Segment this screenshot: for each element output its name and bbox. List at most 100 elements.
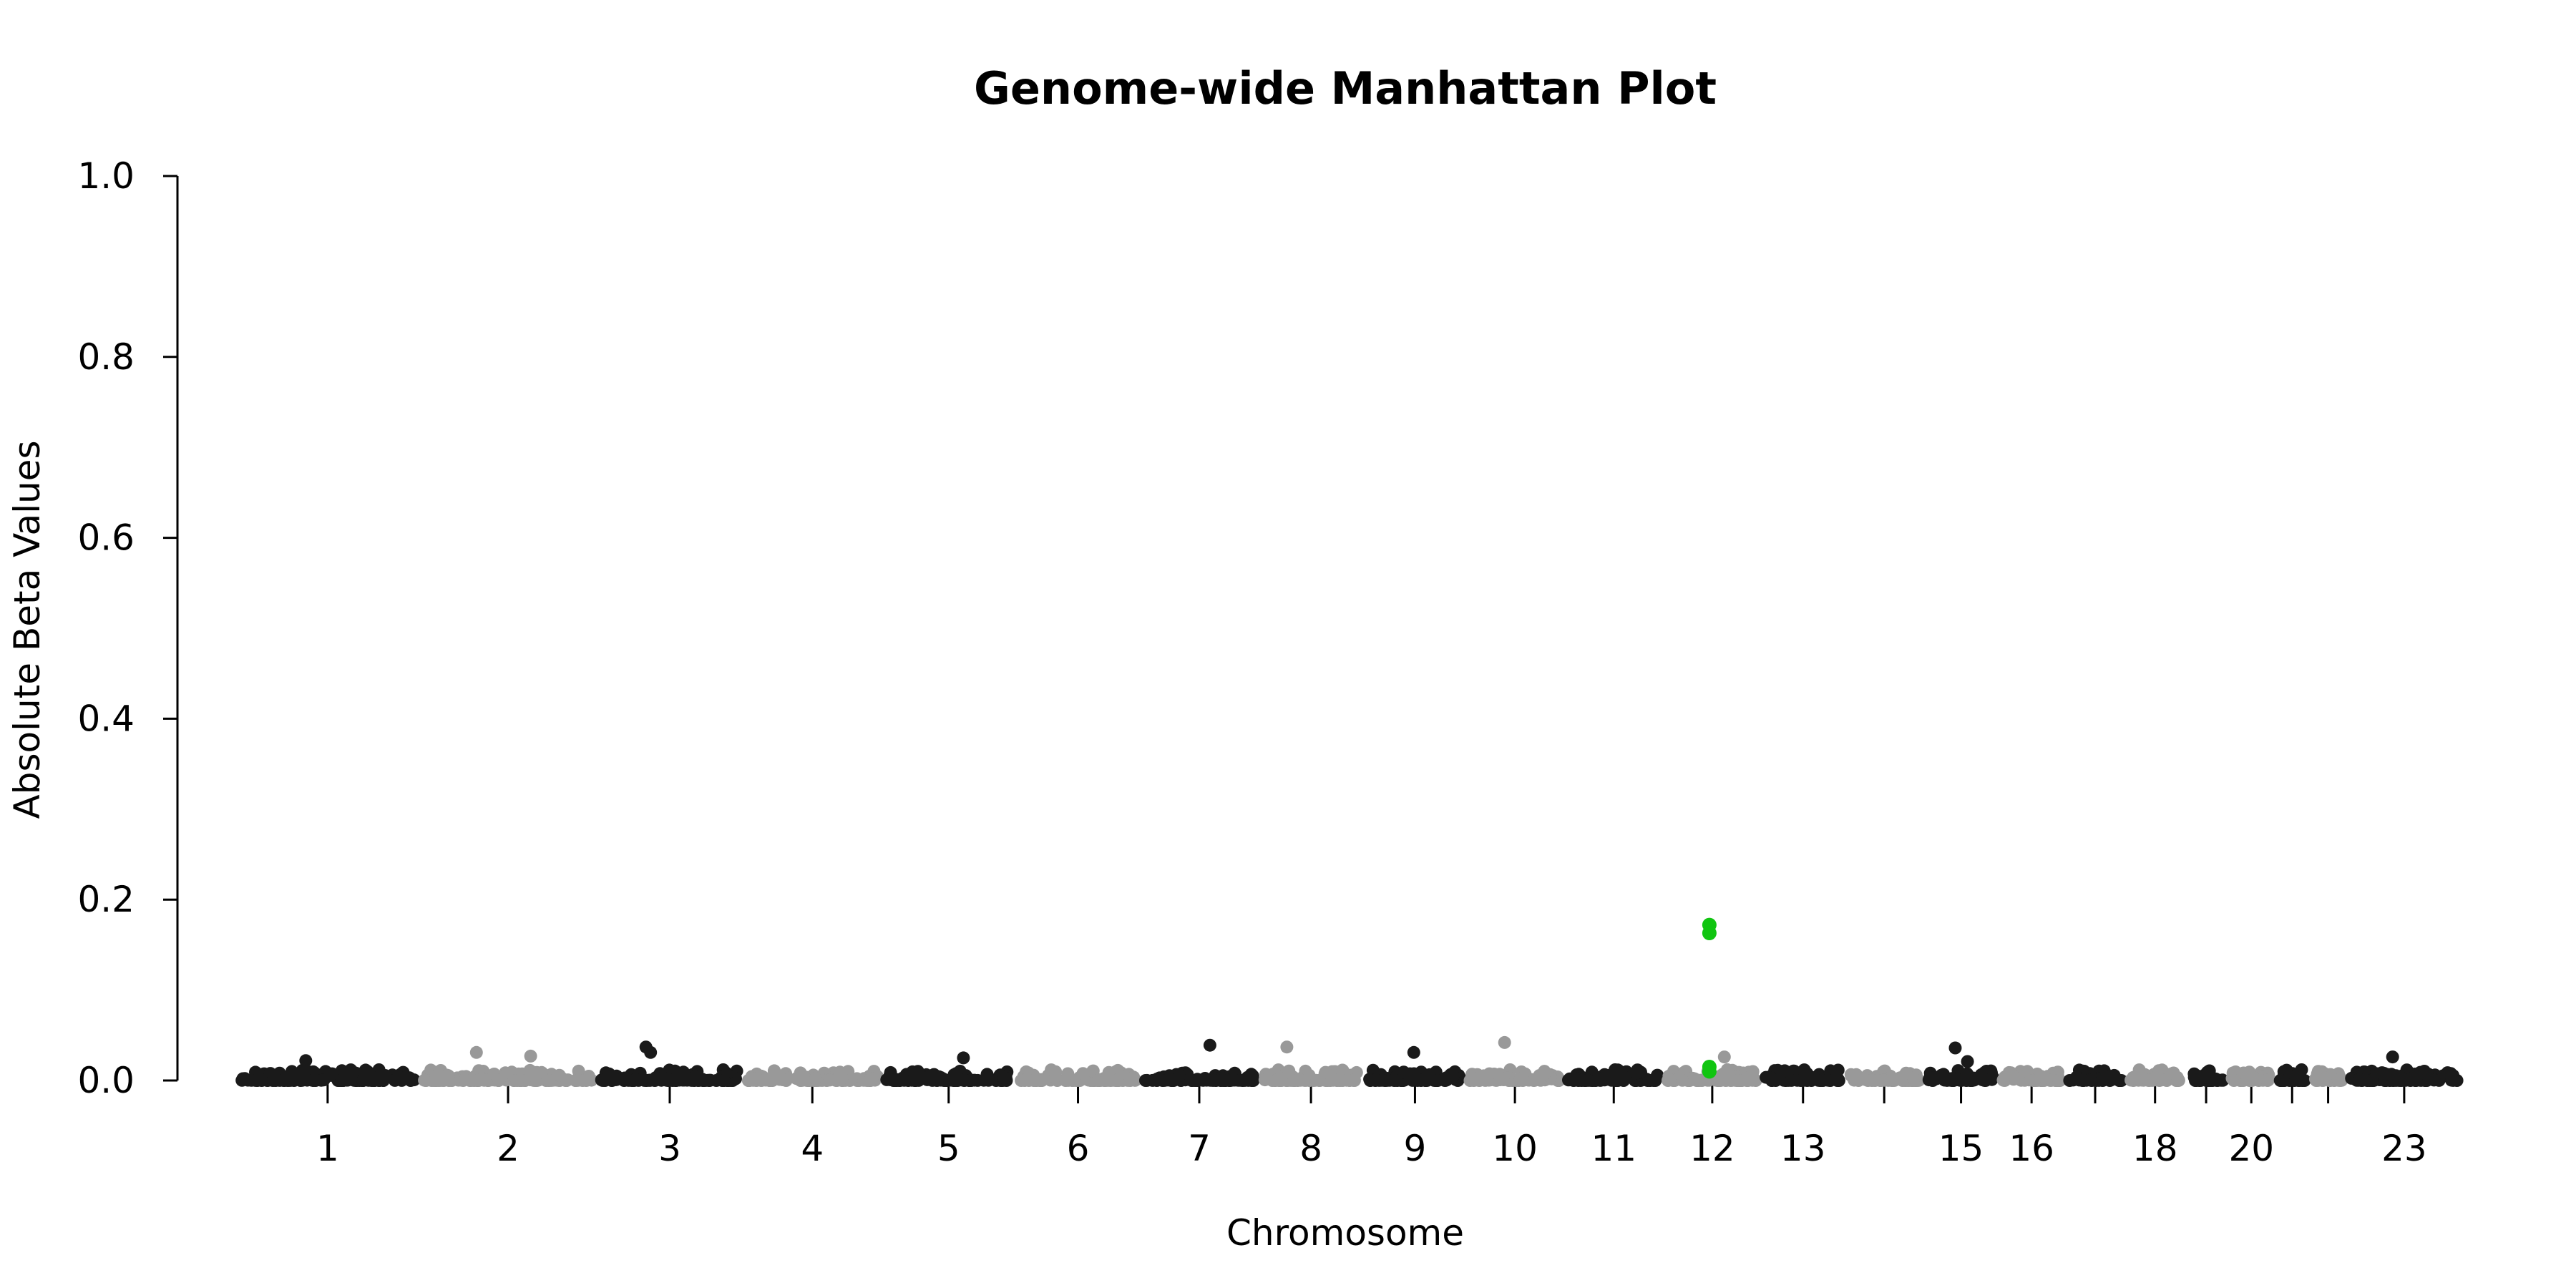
snp-point <box>2422 1072 2436 1085</box>
snp-point <box>809 1071 822 1085</box>
snp-point <box>418 1073 431 1087</box>
snp-point <box>1347 1073 1360 1087</box>
snp-point <box>1948 1073 1962 1086</box>
snp-point <box>1475 1073 1488 1086</box>
snp-point <box>618 1071 632 1085</box>
snp-point <box>703 1073 717 1087</box>
snp-point <box>492 1073 506 1087</box>
snp-point <box>1746 1065 1760 1078</box>
snp-point <box>1820 1073 1834 1087</box>
snp-point <box>2197 1070 2211 1084</box>
snp-point <box>1411 1073 1425 1086</box>
snp-point <box>1049 1065 1063 1078</box>
snp-point <box>510 1074 524 1087</box>
snp-point <box>1022 1074 1035 1087</box>
x-tick-label: 23 <box>2381 1128 2427 1169</box>
snp-point <box>524 1068 537 1082</box>
snp-point <box>1327 1073 1340 1086</box>
snp-point <box>356 1074 370 1087</box>
snp-point <box>2063 1074 2077 1087</box>
snp-point <box>571 1073 584 1087</box>
snp-point <box>910 1073 924 1087</box>
snp-point <box>1785 1073 1798 1087</box>
x-tick-label: 12 <box>1689 1128 1735 1169</box>
snp-point <box>1630 1066 1644 1080</box>
x-tick-label: 16 <box>2009 1128 2054 1169</box>
snp-point <box>1721 1072 1735 1085</box>
notable-point <box>2386 1050 2399 1064</box>
snp-point <box>2353 1073 2366 1086</box>
snp-point <box>1538 1068 1551 1081</box>
highlighted-point <box>1702 926 1717 940</box>
snp-point <box>392 1070 406 1084</box>
snp-point <box>1150 1074 1163 1087</box>
notable-point <box>639 1040 653 1054</box>
snp-point <box>2094 1072 2107 1085</box>
notable-point <box>1948 1041 1962 1055</box>
y-tick-label: 0.4 <box>77 698 135 739</box>
x-tick-label: 11 <box>1591 1128 1636 1169</box>
snp-point <box>932 1070 945 1083</box>
snp-point <box>765 1072 779 1085</box>
snp-point <box>290 1068 303 1081</box>
highlighted-point <box>1702 1064 1717 1079</box>
snp-point <box>2331 1073 2345 1087</box>
x-tick-label: 8 <box>1299 1128 1322 1169</box>
snp-point <box>1421 1069 1435 1083</box>
snp-point <box>2432 1073 2446 1087</box>
snp-point <box>2260 1073 2273 1087</box>
notable-point <box>1498 1035 1511 1049</box>
x-tick-label: 4 <box>801 1128 824 1169</box>
y-axis: 0.0 0.2 0.4 0.6 0.8 1.0 <box>77 155 177 1101</box>
snp-point <box>794 1066 807 1080</box>
x-tick-label: 10 <box>1492 1128 1538 1169</box>
snp-point <box>317 1073 331 1087</box>
notable-point <box>957 1051 970 1065</box>
snp-point <box>649 1071 663 1085</box>
snp-point <box>2275 1073 2288 1087</box>
snp-point <box>2210 1073 2224 1086</box>
y-tick-label: 0.2 <box>77 879 135 920</box>
snp-point <box>1397 1065 1410 1079</box>
x-tick-label: 15 <box>1938 1128 1984 1169</box>
snp-point <box>957 1074 971 1087</box>
snp-point <box>2227 1074 2240 1087</box>
snp-point <box>863 1074 877 1087</box>
x-axis-label: Chromosome <box>1226 1212 1464 1254</box>
snp-point <box>1387 1073 1401 1087</box>
snp-point <box>434 1072 448 1085</box>
snp-point <box>1845 1069 1858 1083</box>
snp-point <box>1307 1074 1320 1087</box>
snp-point <box>882 1072 896 1085</box>
snp-point <box>1258 1073 1272 1087</box>
y-tick-label: 0.6 <box>77 517 135 559</box>
snp-point <box>896 1071 909 1085</box>
snp-point <box>1616 1072 1629 1085</box>
snp-point <box>1778 1064 1792 1078</box>
snp-point <box>2246 1073 2260 1087</box>
snp-point <box>1196 1073 1210 1087</box>
snp-point <box>1123 1074 1137 1087</box>
snp-point <box>2237 1066 2250 1080</box>
x-tick-label: 13 <box>1780 1128 1826 1169</box>
notable-point <box>1203 1038 1216 1052</box>
snp-point <box>2410 1071 2424 1085</box>
snp-point <box>1922 1073 1936 1087</box>
snp-point <box>1274 1072 1288 1085</box>
snp-point <box>997 1071 1011 1085</box>
snp-point <box>717 1074 731 1087</box>
notable-point <box>299 1054 313 1068</box>
snp-point <box>658 1073 672 1086</box>
snp-point <box>1221 1073 1234 1087</box>
snp-point <box>1375 1073 1389 1087</box>
snp-point <box>2052 1074 2066 1087</box>
snp-point <box>471 1073 484 1087</box>
snp-point <box>1907 1072 1921 1085</box>
snp-point <box>1974 1071 1986 1085</box>
snp-point <box>947 1074 960 1087</box>
x-tick-label: 6 <box>1067 1128 1090 1169</box>
snp-point <box>1294 1073 1307 1087</box>
y-tick-label: 0.8 <box>77 336 135 378</box>
snp-point <box>2132 1072 2146 1085</box>
snp-point <box>2380 1068 2394 1081</box>
